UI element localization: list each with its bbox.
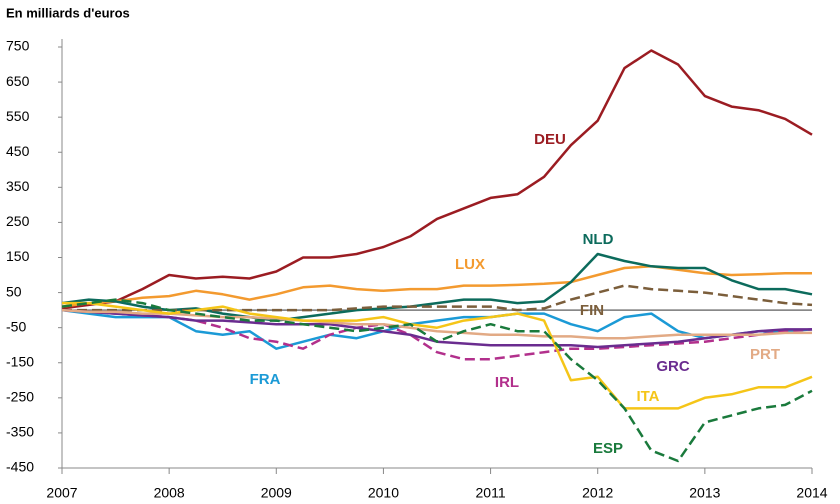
y-tick-label: -150: [6, 353, 34, 369]
series-label: FRA: [250, 371, 281, 388]
y-tick-label: 650: [6, 73, 30, 89]
y-tick-label: -250: [6, 389, 34, 405]
x-tick-label: 2013: [689, 485, 720, 501]
x-tick-label: 2007: [46, 485, 77, 501]
series-label: FIN: [580, 302, 604, 319]
x-tick-label: 2012: [582, 485, 613, 501]
y-tick-label: -350: [6, 424, 34, 440]
x-tick-label: 2009: [261, 485, 292, 501]
series-label: ITA: [636, 388, 659, 405]
series-label: ESP: [593, 440, 623, 457]
y-tick-label: 450: [6, 143, 30, 159]
y-tick-label: -50: [6, 318, 26, 334]
x-tick-label: 2008: [154, 485, 185, 501]
y-tick-label: 50: [6, 283, 22, 299]
x-tick-label: 2014: [796, 485, 827, 501]
series-line: [61, 265, 812, 308]
series-label: IRL: [495, 374, 519, 391]
series-label: PRT: [750, 346, 780, 363]
series-line: [61, 49, 813, 310]
series-line: [61, 308, 812, 340]
y-tick-label: -450: [6, 459, 34, 475]
y-tick-label: 350: [6, 178, 30, 194]
y-axis-title: En milliards d'euros: [6, 5, 130, 20]
y-tick-label: 550: [6, 108, 30, 124]
series-label: NLD: [583, 231, 614, 248]
y-tick-label: 150: [6, 248, 30, 264]
series-line: [61, 298, 813, 463]
series-label: DEU: [534, 131, 566, 148]
series-label: LUX: [455, 256, 485, 273]
x-tick-label: 2011: [476, 485, 506, 501]
x-tick-label: 2010: [368, 485, 399, 501]
series-label: GRC: [656, 358, 690, 375]
y-tick-label: 250: [6, 213, 30, 229]
y-tick-label: 750: [6, 38, 30, 54]
